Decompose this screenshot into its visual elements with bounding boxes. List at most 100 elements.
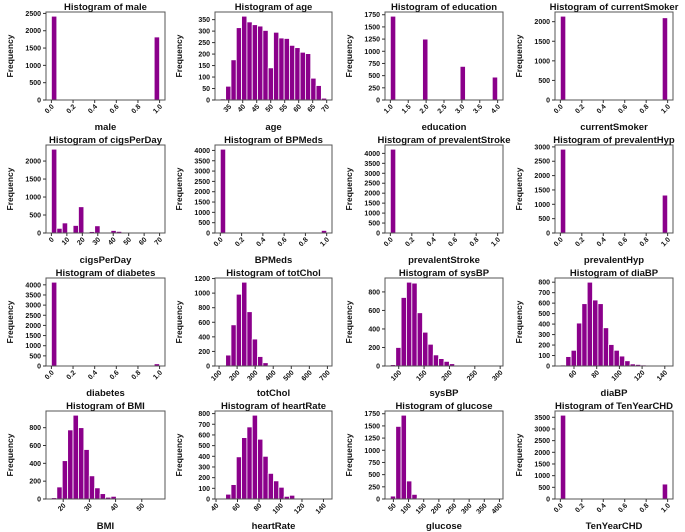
y-tick-label: 500	[29, 213, 41, 220]
x-tick-label: 0.6	[447, 236, 459, 248]
histogram-education: 0 250 500 750 1000 1250 1500 1750 1.0 1.5 2.0 2.5 3.…	[344, 2, 504, 133]
x-tick-label: 0.0	[213, 236, 225, 248]
histogram-bar	[565, 356, 572, 367]
histogram-bar	[427, 343, 434, 367]
histogram-bar	[597, 303, 604, 367]
x-tick-label: 0.8	[639, 236, 651, 248]
x-tick-label: 300	[246, 369, 259, 382]
x-axis-label: cigsPerDay	[80, 255, 132, 266]
histogram-bar	[241, 437, 248, 500]
chart-title: Histogram of prevalentStroke	[377, 135, 510, 146]
y-tick-label: 1500	[194, 200, 210, 207]
y-tick-label: 1000	[534, 202, 550, 209]
x-tick-label: 0.2	[574, 236, 586, 248]
histogram-bar	[422, 331, 429, 367]
x-axis-label: BPMeds	[255, 255, 292, 266]
y-tick-label: 750	[368, 460, 380, 467]
x-tick-label: 2.5	[437, 103, 449, 115]
histogram-bar	[389, 148, 397, 234]
histogram-bar	[661, 194, 669, 234]
histogram-bar	[273, 480, 280, 500]
histogram-bar	[83, 449, 90, 500]
histogram-bar	[56, 486, 63, 500]
histogram-bar	[267, 67, 274, 101]
y-axis-label: Frequency	[174, 167, 184, 210]
y-tick-label: 2000	[194, 189, 210, 196]
x-tick-label: 0.0	[553, 103, 565, 115]
chart-title: Histogram of male	[64, 2, 147, 13]
x-tick-label: 2.0	[419, 103, 431, 115]
y-tick-label: 1000	[534, 58, 550, 65]
histogram-male: 0 500 1000 1500 2000 2500 0.0 0.2 0.4 0.6 0.8 1.0 Hi…	[5, 2, 166, 133]
histogram-bar	[225, 85, 232, 101]
y-tick-label: 1500	[25, 177, 41, 184]
y-axis-label: Frequency	[174, 300, 184, 343]
histogram-bar	[608, 344, 615, 367]
histogram-bar	[56, 227, 63, 234]
chart-title: Histogram of prevalentHyp	[553, 135, 675, 146]
histogram-bar	[267, 472, 274, 500]
x-tick-label: 60	[568, 369, 579, 380]
plot-frame	[45, 144, 166, 234]
y-tick-label: 1000	[364, 211, 380, 218]
y-tick-label: 1500	[534, 461, 550, 468]
y-tick-label: 3000	[364, 171, 380, 178]
y-tick-label: 1500	[364, 423, 380, 430]
y-tick-label: 3000	[534, 144, 550, 151]
x-tick-label: 0.6	[109, 103, 121, 115]
y-tick-label: 0	[546, 98, 550, 105]
histogram-prevalentHyp: 0 500 1000 1500 2000 2500 3000 0.0 0.2 0.4 0.6 0.8 1…	[514, 135, 675, 266]
x-tick-label: 70	[154, 236, 165, 247]
x-tick-label: 0.2	[66, 369, 78, 381]
y-tick-label: 4000	[194, 148, 210, 155]
x-tick-label: 0.4	[596, 236, 608, 248]
histogram-heartRate: 0 100 200 300 400 500 600 700 800 40 60 80 100 120 140…	[174, 401, 333, 532]
histogram-bar	[230, 484, 237, 500]
histogram-bar	[406, 480, 413, 500]
y-tick-label: 2000	[25, 28, 41, 35]
x-tick-label: 0.6	[277, 236, 289, 248]
histogram-bar	[94, 225, 101, 234]
x-axis-label: sysBP	[429, 388, 459, 399]
x-tick-label: 100	[611, 369, 624, 382]
x-axis-label: TenYearCHD	[586, 521, 643, 532]
x-tick-label: 50	[136, 502, 147, 513]
histogram-cigsPerDay: 0 500 1000 1500 2000 0 10 20 30 40 50 60 70 Histogram…	[5, 135, 166, 266]
histogram-bar	[257, 438, 264, 500]
plot-frame	[214, 11, 333, 101]
histogram-bar	[262, 30, 269, 101]
histogram-bar	[570, 349, 577, 367]
histogram-bar	[273, 31, 280, 101]
y-tick-label: 50	[202, 86, 210, 93]
x-tick-label: 200	[228, 369, 241, 382]
y-axis-label: Frequency	[344, 433, 354, 476]
x-tick-label: 120	[293, 502, 306, 515]
x-tick-label: 300	[491, 369, 504, 382]
x-tick-label: 0.4	[426, 236, 438, 248]
y-tick-label: 3500	[364, 161, 380, 168]
x-tick-label: 500	[282, 369, 295, 382]
chart-title: Histogram of currentSmoker	[550, 2, 679, 13]
x-tick-label: 350	[476, 502, 489, 515]
x-tick-label: 0.8	[298, 236, 310, 248]
x-tick-label: 250	[466, 369, 479, 382]
y-tick-label: 100	[198, 75, 210, 82]
x-tick-label: 0.0	[553, 236, 565, 248]
x-tick-label: 0.8	[131, 369, 143, 381]
x-tick-label: 200	[441, 369, 454, 382]
y-axis-label: Frequency	[5, 34, 15, 77]
x-tick-label: 0.2	[66, 103, 78, 115]
x-tick-label: 1.0	[660, 502, 672, 514]
y-tick-label: 800	[368, 289, 380, 296]
histogram-bar	[315, 85, 322, 101]
histogram-bar	[241, 281, 248, 367]
y-tick-label: 0	[37, 98, 41, 105]
chart-title: Histogram of education	[391, 2, 497, 13]
y-tick-label: 500	[538, 78, 550, 85]
x-tick-label: 0.6	[617, 103, 629, 115]
y-tick-label: 2500	[534, 438, 550, 445]
y-tick-label: 3000	[534, 426, 550, 433]
x-axis-label: prevalentStroke	[408, 255, 480, 266]
x-tick-label: 250	[445, 502, 458, 515]
